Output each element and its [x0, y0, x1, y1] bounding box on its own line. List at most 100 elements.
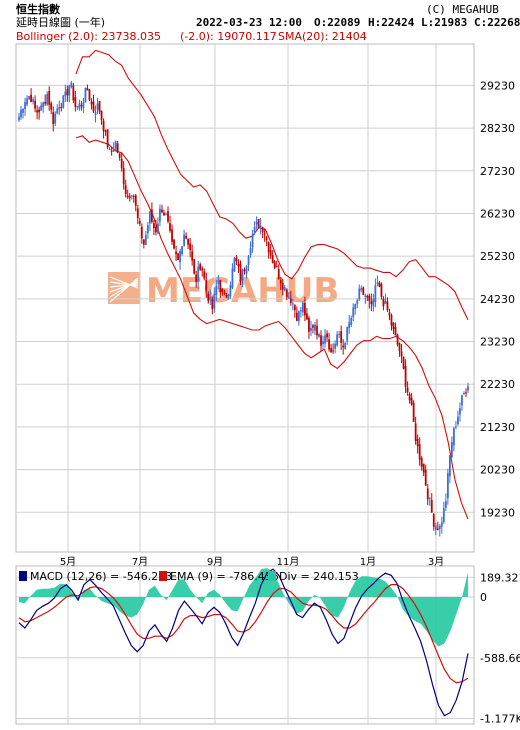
candle-down: [392, 322, 395, 330]
candle-up: [310, 328, 312, 331]
macd-y-tick-label: 189.321: [480, 571, 520, 584]
macd-y-tick-label: -588.665: [480, 652, 520, 665]
candle-up: [82, 102, 85, 109]
candle-down: [306, 313, 308, 320]
candle-down: [277, 269, 280, 279]
candle-down: [88, 89, 91, 101]
y-tick-label: 29230: [480, 79, 515, 92]
candle-down: [386, 301, 389, 311]
candle-down: [378, 282, 381, 287]
candle-up: [62, 95, 65, 108]
candle-up: [68, 85, 71, 96]
candle-up: [245, 266, 248, 274]
candle-down: [328, 339, 330, 350]
candle-up: [297, 311, 300, 322]
quote-datetime: 2022-03-23 12:00: [196, 16, 302, 29]
candle-down: [432, 514, 435, 527]
candle-down: [404, 366, 407, 387]
candle-down: [48, 91, 51, 105]
candle-up: [181, 246, 183, 255]
candle-up: [442, 508, 445, 522]
candle-up: [213, 293, 216, 309]
candle-down: [34, 100, 37, 109]
candle-down: [203, 271, 206, 279]
x-tick-label: 7月: [132, 556, 148, 568]
candle-down: [128, 196, 131, 199]
macd-y-tick-label: 0: [480, 591, 487, 604]
candle-up: [70, 82, 73, 87]
candle-down: [106, 129, 109, 148]
candle-down: [211, 299, 214, 309]
bollinger-upper-band: [75, 49, 469, 321]
candle-up: [450, 442, 453, 458]
candle-up: [259, 225, 262, 228]
candle-down: [98, 101, 101, 112]
candle-down: [394, 327, 397, 336]
candle-up: [338, 333, 341, 335]
candle-up: [336, 334, 339, 346]
candle-up: [146, 225, 149, 234]
candle-down: [138, 221, 141, 224]
candle-up: [457, 416, 459, 425]
candle-up: [324, 335, 326, 344]
candle-down: [161, 209, 163, 213]
candle-down: [104, 130, 107, 132]
candle-down: [38, 109, 41, 113]
candle-up: [40, 105, 43, 111]
chart-subtitle: 延時日線圖 (一年): [16, 16, 106, 29]
price-panel-frame: [15, 43, 475, 553]
candle-up: [56, 108, 59, 114]
candle-up: [376, 282, 379, 284]
candle-down: [30, 94, 32, 103]
watermark-logo-stripe: [109, 281, 139, 287]
candle-up: [253, 226, 256, 232]
candle-down: [136, 208, 139, 219]
candle-down: [295, 312, 298, 321]
macd-y-tick-label: -1.177K: [480, 713, 520, 726]
candle-down: [116, 143, 119, 153]
candle-up: [344, 342, 347, 350]
candle-up: [444, 501, 447, 508]
candle-down: [400, 351, 403, 357]
y-tick-label: 23230: [480, 336, 515, 349]
candle-down: [370, 301, 373, 305]
candle-down: [92, 101, 95, 112]
candle-down: [173, 239, 175, 249]
candle-up: [58, 106, 61, 110]
candle-up: [434, 525, 437, 530]
candle-up: [229, 285, 232, 297]
candle-up: [46, 93, 49, 105]
candle-down: [267, 242, 270, 253]
candle-up: [20, 109, 22, 118]
x-tick-label: 3月: [428, 556, 444, 568]
candle-down: [110, 150, 113, 152]
candle-down: [289, 298, 292, 303]
candle-down: [86, 88, 89, 91]
candle-down: [426, 488, 429, 500]
candle-down: [72, 85, 75, 101]
candle-down: [189, 243, 192, 251]
y-tick-label: 25230: [480, 250, 515, 263]
candle-down: [330, 348, 332, 353]
div-area: [19, 568, 468, 647]
candle-up: [241, 269, 244, 281]
candle-down: [80, 105, 83, 107]
candle-down: [100, 110, 103, 120]
candle-up: [249, 248, 252, 256]
candle-down: [320, 335, 322, 346]
candle-down: [191, 251, 194, 261]
candle-up: [217, 280, 220, 285]
x-tick-label: 11月: [277, 556, 300, 568]
watermark-logo-stripe: [109, 279, 139, 298]
quote-high: H:22424: [368, 16, 415, 29]
candle-down: [406, 387, 409, 393]
candle-down: [221, 288, 224, 293]
watermark-logo-stripe: [109, 283, 139, 288]
candle-up: [350, 318, 353, 325]
x-tick-label: 1月: [360, 556, 376, 568]
candle-up: [165, 214, 167, 216]
candle-up: [227, 294, 230, 299]
candle-down: [316, 325, 318, 336]
candle-down: [237, 263, 240, 267]
